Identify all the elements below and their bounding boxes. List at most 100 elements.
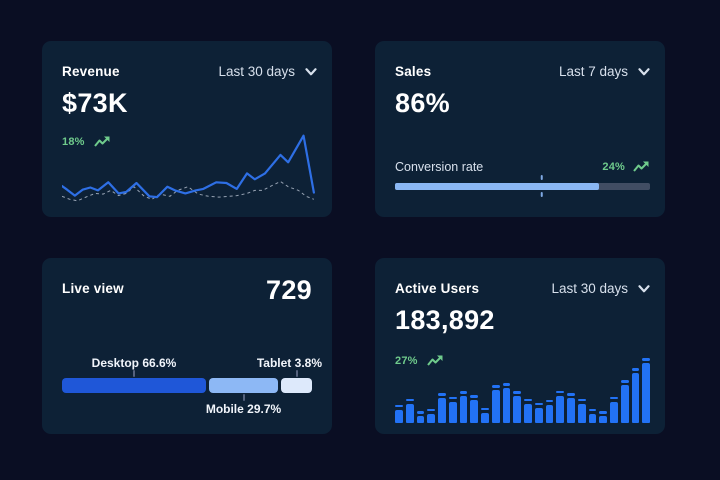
bar-body bbox=[459, 396, 468, 423]
bar-body bbox=[545, 404, 554, 423]
bar-body bbox=[642, 363, 650, 423]
bar-body bbox=[513, 396, 521, 423]
bar bbox=[556, 390, 564, 423]
chevron-down-icon bbox=[638, 67, 650, 75]
bar-body bbox=[599, 416, 607, 423]
active-users-range-dropdown[interactable]: Last 30 days bbox=[551, 281, 650, 296]
bar-cap bbox=[448, 396, 457, 400]
revenue-range-dropdown[interactable]: Last 30 days bbox=[218, 64, 317, 79]
bar bbox=[395, 404, 403, 423]
bar-body bbox=[556, 395, 564, 423]
segment-tablet bbox=[281, 378, 312, 393]
live-view-card: Live view 729 Desktop 66.6% Tablet 3.8% … bbox=[42, 258, 332, 434]
revenue-card-title: Revenue bbox=[62, 64, 120, 79]
bar-cap bbox=[534, 402, 543, 405]
bar-body bbox=[610, 401, 618, 423]
bar bbox=[438, 393, 446, 423]
bar-cap bbox=[491, 385, 500, 388]
sales-card-header: Sales Last 7 days bbox=[395, 63, 650, 80]
bar bbox=[448, 396, 457, 423]
active-users-delta: 27% bbox=[395, 354, 418, 367]
bar-body bbox=[567, 398, 575, 423]
bar-body bbox=[620, 385, 629, 423]
live-view-value: 729 bbox=[266, 275, 312, 305]
bar-cap bbox=[631, 368, 640, 371]
bar-cap bbox=[502, 383, 511, 386]
device-stacked-bar bbox=[62, 378, 312, 393]
bar bbox=[491, 385, 500, 423]
active-users-card: Active Users Last 30 days 183,892 27% bbox=[375, 258, 665, 434]
sales-range-label: Last 7 days bbox=[558, 64, 628, 79]
bar-cap bbox=[556, 390, 564, 394]
bar-body bbox=[588, 413, 597, 423]
bar bbox=[545, 399, 554, 423]
chevron-down-icon bbox=[638, 284, 650, 292]
revenue-value: $73K bbox=[62, 88, 128, 118]
bar bbox=[405, 398, 414, 423]
sales-delta-row: 24% bbox=[602, 160, 650, 173]
bar-cap bbox=[620, 380, 629, 383]
desktop-tick bbox=[133, 370, 135, 377]
bar-cap bbox=[588, 408, 597, 411]
conversion-rate-label: Conversion rate bbox=[395, 159, 484, 174]
bar bbox=[470, 395, 478, 423]
bar-cap bbox=[481, 407, 489, 411]
sales-card: Sales Last 7 days 86% Conversion rate 24… bbox=[375, 41, 665, 217]
revenue-range-label: Last 30 days bbox=[218, 64, 295, 79]
bar-cap bbox=[513, 391, 521, 394]
bar bbox=[459, 391, 468, 423]
revenue-series-previous bbox=[62, 180, 315, 202]
bar-cap bbox=[395, 404, 403, 407]
segment-mobile bbox=[209, 378, 279, 393]
bar bbox=[567, 393, 575, 423]
revenue-line-chart bbox=[62, 134, 315, 202]
bar bbox=[513, 391, 521, 423]
tablet-tick bbox=[295, 370, 298, 377]
sales-range-dropdown[interactable]: Last 7 days bbox=[559, 64, 650, 79]
bar bbox=[631, 368, 640, 423]
bar-body bbox=[534, 407, 543, 423]
sales-value: 86% bbox=[395, 88, 450, 118]
sales-card-title: Sales bbox=[395, 64, 432, 79]
bar-cap bbox=[405, 398, 414, 402]
revenue-card-header: Revenue Last 30 days bbox=[62, 63, 317, 80]
revenue-delta: 18% bbox=[62, 135, 85, 148]
bar bbox=[599, 411, 607, 423]
bar-body bbox=[631, 373, 640, 423]
progress-track bbox=[395, 183, 650, 190]
active-users-bar-chart bbox=[395, 357, 650, 423]
progress-marker-top bbox=[540, 175, 543, 180]
sales-delta: 24% bbox=[602, 160, 625, 173]
revenue-delta-row: 18% bbox=[62, 135, 111, 148]
bar-body bbox=[438, 398, 446, 423]
trend-up-icon bbox=[426, 355, 443, 366]
bar-body bbox=[481, 412, 489, 423]
bar bbox=[524, 398, 532, 423]
trend-up-icon bbox=[93, 136, 110, 147]
bar-cap bbox=[610, 396, 618, 400]
live-view-card-title: Live view bbox=[62, 281, 124, 296]
bar-body bbox=[395, 409, 403, 423]
bar bbox=[588, 408, 597, 423]
bar-body bbox=[448, 401, 457, 423]
bar bbox=[642, 358, 650, 423]
revenue-card: Revenue Last 30 days $73K 18% bbox=[42, 41, 332, 217]
bar bbox=[577, 398, 586, 423]
conversion-rate-row: Conversion rate 24% bbox=[395, 159, 650, 174]
bar-cap bbox=[459, 391, 468, 394]
progress-fill bbox=[395, 183, 599, 190]
bar-cap bbox=[545, 399, 554, 403]
bar-cap bbox=[416, 411, 425, 414]
mobile-share-label: Mobile 29.7% bbox=[205, 402, 282, 416]
bar-cap bbox=[470, 395, 478, 398]
bar-cap bbox=[427, 408, 435, 411]
device-breakdown: Desktop 66.6% Tablet 3.8% Mobile 29.7% bbox=[62, 355, 322, 417]
segment-desktop bbox=[62, 378, 207, 393]
bar-cap bbox=[524, 398, 532, 402]
active-users-delta-row: 27% bbox=[395, 354, 444, 367]
active-users-value: 183,892 bbox=[395, 305, 495, 335]
progress-marker-bottom bbox=[540, 192, 543, 197]
bar bbox=[502, 383, 511, 423]
bar-body bbox=[470, 400, 478, 423]
bar bbox=[534, 402, 543, 423]
